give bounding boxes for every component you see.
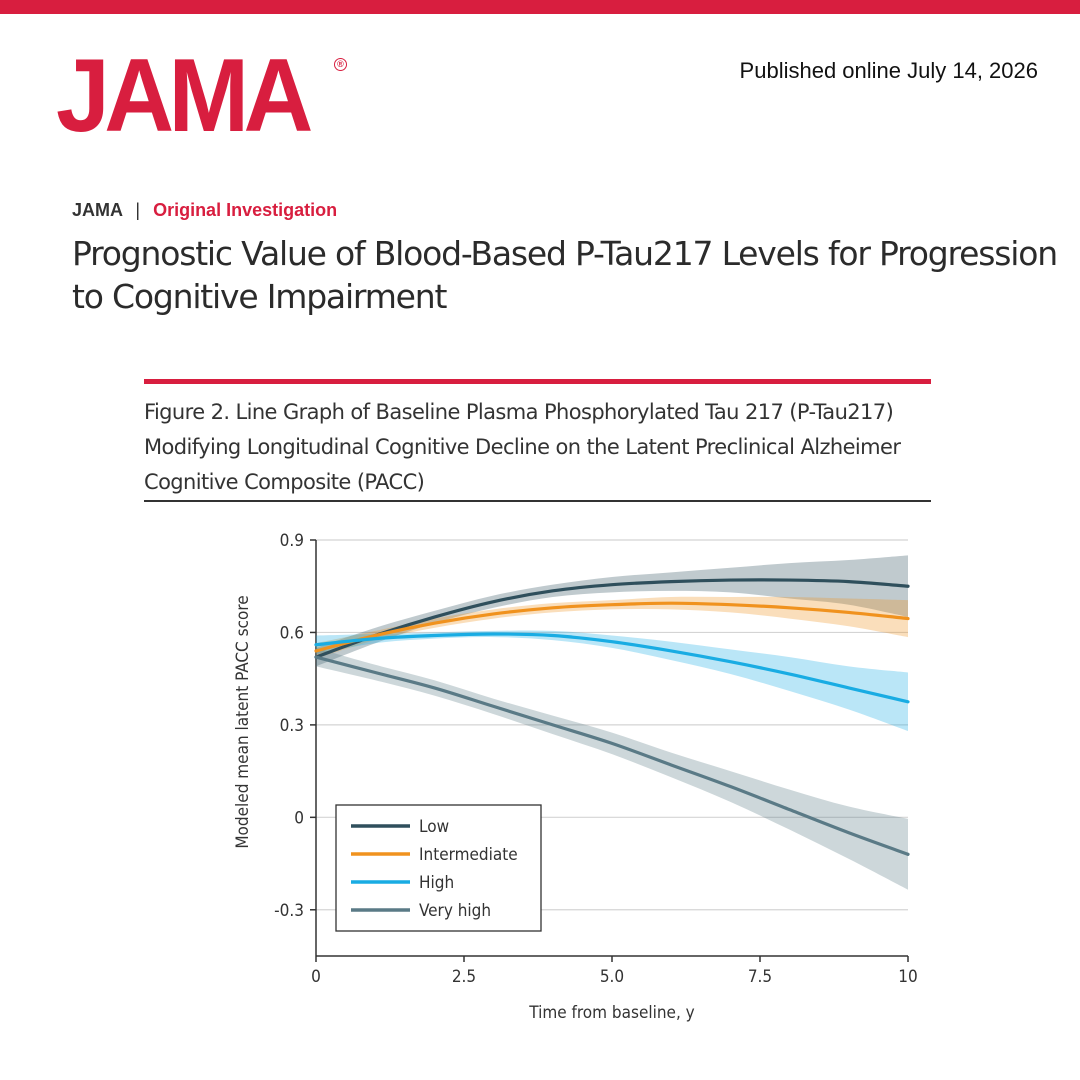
x-tick-label: 5.0: [600, 967, 624, 987]
y-tick-label: -0.3: [274, 901, 304, 921]
article-kicker: JAMA | Original Investigation: [72, 200, 337, 221]
series-line-high: [314, 632, 910, 704]
y-axis-title: Modeled mean latent PACC score: [233, 595, 253, 848]
figure-caption-rule: [144, 500, 931, 502]
x-axis-title: Time from baseline, y: [528, 1003, 694, 1023]
legend-label: High: [419, 873, 454, 893]
figure-top-rule: [144, 379, 931, 384]
x-tick-label: 7.5: [748, 967, 772, 987]
y-tick-label: 0.3: [280, 716, 304, 736]
article-type: Original Investigation: [153, 200, 338, 220]
top-accent-bar: [0, 0, 1080, 14]
x-tick-label: 0: [311, 967, 321, 987]
x-tick-label: 10: [898, 967, 917, 987]
series-line-low: [314, 578, 910, 659]
registered-mark-icon: ®: [334, 58, 347, 71]
legend-label: Intermediate: [419, 845, 518, 865]
legend-label: Low: [419, 817, 449, 837]
legend-label: Very high: [419, 901, 491, 921]
journal-name: JAMA: [72, 200, 123, 220]
series-line-very-high: [314, 655, 910, 856]
series-line-intermediate: [314, 601, 910, 653]
jama-logo: JAMA: [56, 38, 313, 154]
figure-caption: Figure 2. Line Graph of Baseline Plasma …: [144, 400, 901, 494]
article-title: Prognostic Value of Blood-Based P-Tau217…: [72, 234, 1058, 316]
confidence-band-high: [316, 630, 908, 732]
y-tick-label: 0: [294, 808, 304, 828]
y-tick-label: 0.9: [280, 531, 304, 551]
kicker-separator: |: [135, 200, 141, 220]
x-tick-label: 2.5: [452, 967, 476, 987]
publication-date: Published online July 14, 2026: [739, 58, 1038, 83]
confidence-band-low: [316, 555, 908, 667]
y-tick-label: 0.6: [280, 623, 304, 643]
confidence-band-intermediate: [316, 596, 908, 659]
